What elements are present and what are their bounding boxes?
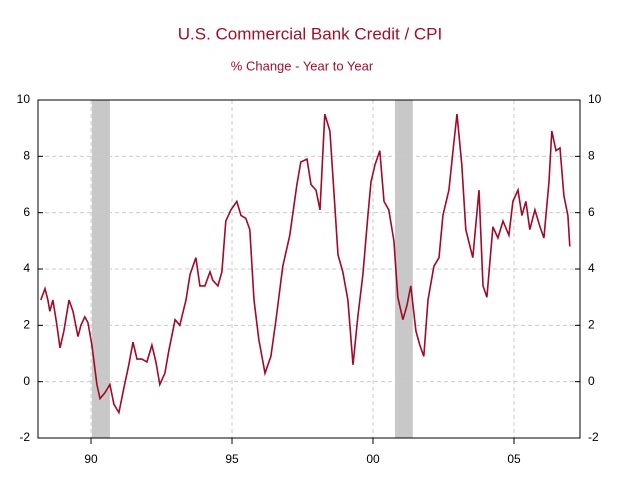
y-tick-label: 6 [23, 205, 30, 219]
x-tick-label: 95 [225, 452, 239, 466]
y-tick-label: 2 [23, 318, 30, 332]
recession-band [91, 100, 110, 438]
y2-tick-label: 10 [588, 92, 602, 106]
y2-tick-label: 0 [588, 374, 595, 388]
y-tick-label: -2 [19, 430, 30, 444]
y2-tick-label: 4 [588, 261, 595, 275]
plot-frame [37, 99, 581, 439]
chart-title: U.S. Commercial Bank Credit / CPI [178, 24, 443, 43]
y2-tick-label: -2 [588, 430, 599, 444]
data-line [40, 113, 571, 415]
y-tick-label: 8 [23, 149, 30, 163]
x-tick-label: 90 [84, 452, 98, 466]
y-tick-label: 10 [17, 92, 31, 106]
y2-tick-label: 6 [588, 205, 595, 219]
y-tick-label: 4 [23, 261, 30, 275]
y2-tick-label: 8 [588, 149, 595, 163]
y-tick-label: 0 [23, 374, 30, 388]
x-tick-label: 05 [507, 452, 521, 466]
y2-tick-label: 2 [588, 318, 595, 332]
x-tick-label: 00 [366, 452, 380, 466]
chart-subtitle: % Change - Year to Year [231, 58, 374, 73]
